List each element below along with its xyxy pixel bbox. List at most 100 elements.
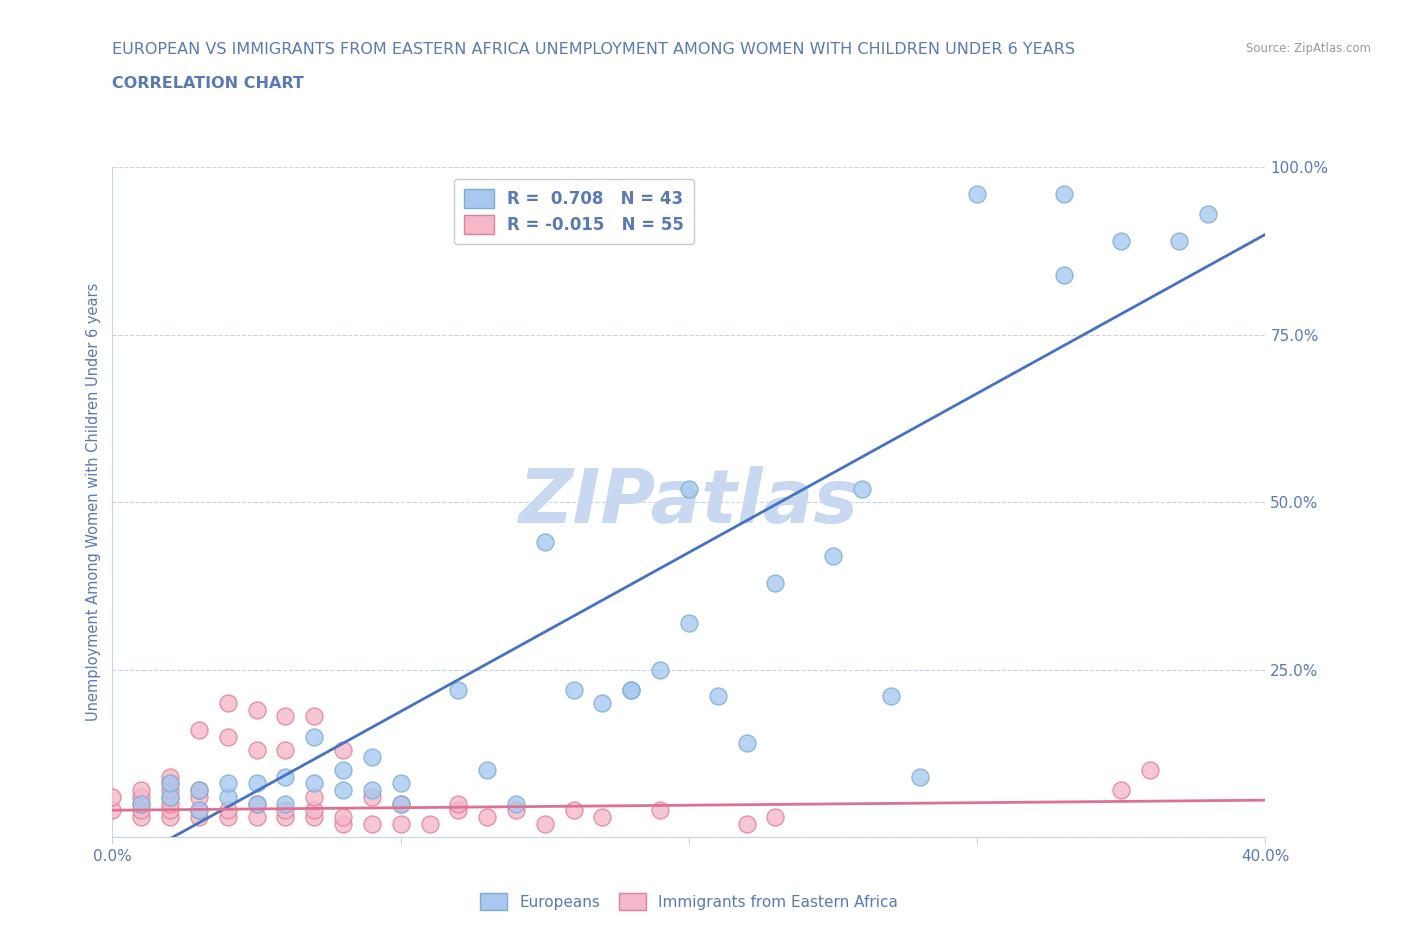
Point [129, 790, 153, 804]
Point [129, 803, 153, 817]
Point [447, 796, 470, 811]
Point [304, 776, 326, 790]
Point [908, 769, 931, 784]
Point [217, 790, 239, 804]
Point [245, 809, 267, 824]
Point [620, 683, 643, 698]
Text: CORRELATION CHART: CORRELATION CHART [112, 76, 304, 91]
Point [648, 803, 672, 817]
Point [505, 803, 527, 817]
Point [245, 796, 267, 811]
Point [217, 696, 239, 711]
Point [505, 796, 527, 811]
Point [735, 736, 758, 751]
Point [360, 790, 382, 804]
Point [188, 783, 211, 798]
Legend: Europeans, Immigrants from Eastern Africa: Europeans, Immigrants from Eastern Afric… [474, 886, 904, 916]
Point [592, 696, 614, 711]
Point [533, 817, 555, 831]
Text: Source: ZipAtlas.com: Source: ZipAtlas.com [1246, 42, 1371, 55]
Point [188, 783, 211, 798]
Point [332, 809, 354, 824]
Point [159, 790, 181, 804]
Point [1052, 267, 1074, 282]
Text: ZIPatlas: ZIPatlas [519, 466, 859, 538]
Point [562, 683, 585, 698]
Point [1111, 233, 1133, 248]
Point [1167, 233, 1189, 248]
Point [304, 709, 326, 724]
Point [447, 683, 470, 698]
Point [475, 763, 498, 777]
Point [360, 750, 382, 764]
Point [735, 817, 758, 831]
Point [620, 683, 643, 698]
Point [475, 809, 498, 824]
Point [304, 803, 326, 817]
Point [159, 803, 181, 817]
Point [304, 729, 326, 744]
Point [274, 809, 297, 824]
Point [389, 817, 412, 831]
Point [678, 616, 700, 631]
Point [1111, 783, 1133, 798]
Point [129, 796, 153, 811]
Point [765, 575, 787, 590]
Point [188, 790, 211, 804]
Y-axis label: Unemployment Among Women with Children Under 6 years: Unemployment Among Women with Children U… [86, 283, 101, 722]
Point [129, 796, 153, 811]
Point [188, 803, 211, 817]
Point [332, 763, 354, 777]
Point [389, 796, 412, 811]
Point [966, 187, 988, 202]
Point [245, 702, 267, 717]
Point [678, 482, 700, 497]
Point [101, 790, 124, 804]
Point [821, 549, 844, 564]
Point [188, 809, 211, 824]
Point [592, 809, 614, 824]
Point [648, 662, 672, 677]
Point [274, 796, 297, 811]
Point [1197, 206, 1219, 221]
Point [706, 689, 728, 704]
Point [129, 809, 153, 824]
Point [274, 742, 297, 757]
Point [360, 783, 382, 798]
Point [304, 790, 326, 804]
Point [389, 776, 412, 790]
Point [159, 783, 181, 798]
Point [880, 689, 903, 704]
Point [447, 803, 470, 817]
Point [245, 742, 267, 757]
Point [419, 817, 441, 831]
Point [332, 817, 354, 831]
Text: EUROPEAN VS IMMIGRANTS FROM EASTERN AFRICA UNEMPLOYMENT AMONG WOMEN WITH CHILDRE: EUROPEAN VS IMMIGRANTS FROM EASTERN AFRI… [112, 42, 1076, 57]
Point [274, 709, 297, 724]
Point [217, 809, 239, 824]
Point [360, 817, 382, 831]
Point [159, 796, 181, 811]
Point [159, 790, 181, 804]
Point [274, 769, 297, 784]
Point [217, 803, 239, 817]
Point [129, 783, 153, 798]
Point [159, 776, 181, 790]
Point [245, 776, 267, 790]
Point [851, 482, 873, 497]
Point [533, 535, 555, 550]
Point [274, 803, 297, 817]
Point [217, 729, 239, 744]
Point [188, 723, 211, 737]
Point [188, 803, 211, 817]
Point [159, 769, 181, 784]
Point [765, 809, 787, 824]
Point [159, 809, 181, 824]
Point [332, 783, 354, 798]
Point [389, 796, 412, 811]
Point [1139, 763, 1161, 777]
Point [217, 776, 239, 790]
Point [159, 776, 181, 790]
Point [332, 742, 354, 757]
Point [101, 803, 124, 817]
